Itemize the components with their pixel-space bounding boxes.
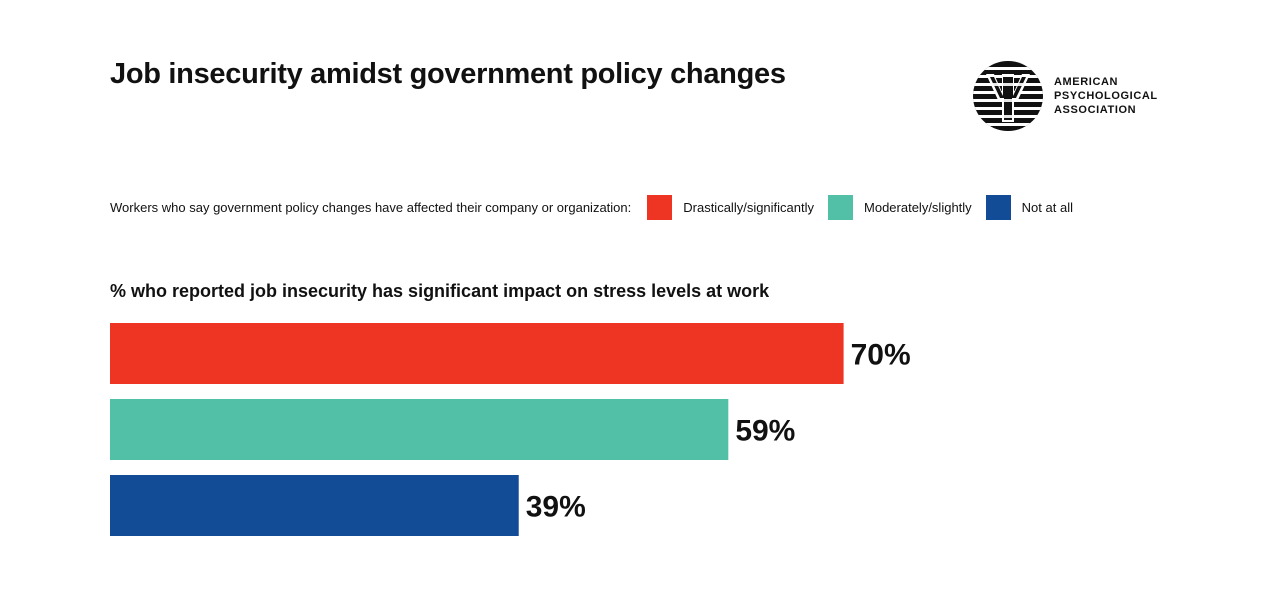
logo-line: PSYCHOLOGICAL	[1054, 90, 1158, 102]
legend-label: Not at all	[1021, 200, 1073, 215]
legend-caption: Workers who say government policy change…	[110, 200, 632, 215]
apa-logo: AMERICAN PSYCHOLOGICAL ASSOCIATION	[972, 60, 1158, 132]
legend-item-drastically: Drastically/significantly	[647, 195, 814, 220]
legend-swatch	[647, 195, 673, 220]
chart-title: Job insecurity amidst government policy …	[110, 58, 786, 90]
chart-subtitle: % who reported job insecurity has signif…	[110, 281, 770, 301]
bar-1	[110, 323, 844, 384]
bar-2	[110, 399, 729, 460]
logo-wordmark: AMERICAN PSYCHOLOGICAL ASSOCIATION	[1054, 75, 1158, 117]
legend: Workers who say government policy change…	[110, 195, 1087, 220]
bar-value-label: 39%	[526, 491, 586, 524]
bar-value-label: 70%	[851, 339, 911, 372]
legend-swatch	[985, 195, 1011, 220]
legend-item-moderately: Moderately/slightly	[828, 195, 972, 220]
logo-line: ASSOCIATION	[1054, 104, 1137, 116]
bar-value-label: 59%	[735, 415, 795, 448]
bar-3	[110, 475, 519, 536]
logo-line: AMERICAN	[1054, 76, 1119, 88]
legend-swatch	[828, 195, 854, 220]
legend-item-not-at-all: Not at all	[985, 195, 1073, 220]
legend-label: Moderately/slightly	[864, 200, 972, 215]
legend-label: Drastically/significantly	[683, 200, 815, 215]
psi-icon	[973, 61, 1043, 131]
